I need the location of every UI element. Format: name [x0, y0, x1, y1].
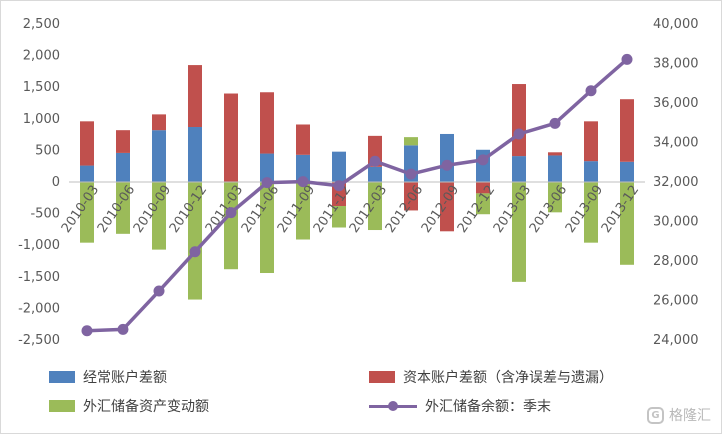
bar-series2-2012-03: [368, 182, 382, 231]
line-point-2010-03: [81, 325, 93, 337]
bar-series2-2013-06: [548, 182, 562, 213]
bar-series2-2011-06: [260, 182, 274, 274]
legend-item-reserve-change: 外汇储备资产变动额: [49, 396, 209, 416]
bar-series2-2010-12: [188, 182, 202, 300]
bar-series0-2010-06: [116, 152, 130, 182]
bar-series1-2013-12: [620, 99, 634, 162]
legend-label-current-account: 经常账户差额: [83, 370, 167, 386]
bar-series2-2013-09: [584, 182, 598, 243]
legend-item-current-account: 经常账户差额: [49, 367, 167, 387]
legend-item-capital-account: 资本账户差额（含净误差与遗漏）: [369, 367, 613, 387]
line-point-2010-12: [189, 246, 201, 258]
y-left-tick-label: 2,000: [23, 49, 60, 64]
bar-series1-2013-09: [584, 121, 598, 162]
bar-series2-2010-06: [116, 182, 130, 234]
watermark: G 格隆汇: [647, 405, 711, 425]
bar-series1-2013-06: [548, 152, 562, 156]
y-right-tick-label: 36,000: [653, 96, 699, 111]
y-left-tick-label: -1,000: [18, 238, 60, 253]
y-right-tick-label: 26,000: [653, 294, 699, 309]
bar-series0-2013-12: [620, 161, 634, 182]
bar-series0-2010-09: [152, 130, 166, 182]
bar-series1-2010-12: [188, 65, 202, 128]
y-left-tick-label: -2,000: [18, 301, 60, 316]
line-point-2011-12: [333, 180, 345, 192]
line-point-2012-09: [441, 159, 453, 171]
bar-series1-2010-09: [152, 114, 166, 131]
legend-swatch-reserve-change: [49, 400, 75, 412]
bar-series1-2012-06: [404, 182, 418, 211]
y-right-tick-label: 34,000: [653, 136, 699, 151]
bar-series2-2011-09: [296, 182, 310, 240]
line-point-2012-12: [477, 154, 489, 166]
line-point-2013-09: [585, 85, 597, 97]
line-point-2012-03: [369, 155, 381, 167]
legend-swatch-current-account: [49, 371, 75, 383]
bar-series2-2011-12: [332, 206, 346, 228]
legend-label-reserve-change: 外汇储备资产变动额: [83, 399, 209, 415]
legend-label-reserve-balance: 外汇储备余额：季末: [425, 399, 551, 415]
y-right-tick-label: 30,000: [653, 215, 699, 230]
bar-series0-2010-12: [188, 127, 202, 182]
y-right-tick-label: 24,000: [653, 333, 699, 348]
bar-series1-2010-03: [80, 121, 94, 166]
bar-series0-2011-09: [296, 154, 310, 182]
y-left-tick-label: 2,500: [23, 17, 60, 32]
bar-series2-2012-06: [404, 137, 418, 146]
watermark-text: 格隆汇: [669, 408, 711, 424]
legend-swatch-reserve-balance: [369, 400, 417, 412]
legend-swatch-capital-account: [369, 371, 395, 383]
line-point-2011-03: [225, 207, 237, 219]
bar-series1-2010-06: [116, 130, 130, 153]
y-right-tick-label: 28,000: [653, 254, 699, 269]
line-point-2013-12: [621, 53, 633, 65]
bar-series2-2013-12: [620, 182, 634, 265]
bar-series1-2013-03: [512, 84, 526, 157]
y-left-tick-label: 500: [35, 143, 60, 158]
line-point-2013-03: [513, 128, 525, 140]
line-point-2013-06: [549, 117, 561, 129]
bar-series2-2011-03: [224, 182, 238, 270]
line-point-2011-06: [261, 177, 273, 189]
bar-series2-2010-03: [80, 182, 94, 243]
legend-label-capital-account: 资本账户差额（含净误差与遗漏）: [403, 370, 613, 386]
y-right-tick-label: 40,000: [653, 17, 699, 32]
bar-series0-2011-06: [260, 153, 274, 182]
bar-series0-2013-09: [584, 161, 598, 182]
y-right-tick-label: 32,000: [653, 175, 699, 190]
bar-series1-2011-03: [224, 93, 238, 182]
y-left-tick-label: -1,500: [18, 270, 60, 285]
bar-series0-2012-03: [368, 166, 382, 182]
bar-series2-2012-12: [476, 193, 490, 215]
legend-item-reserve-balance: 外汇储备余额：季末: [369, 396, 551, 416]
bar-series0-2012-09: [440, 133, 454, 182]
line-point-2010-09: [153, 285, 165, 297]
bar-series0-2013-06: [548, 155, 562, 182]
bar-series0-2013-03: [512, 156, 526, 182]
line-point-2012-06: [405, 168, 417, 180]
bar-series2-2013-03: [512, 182, 526, 282]
line-point-2011-09: [297, 176, 309, 188]
bar-series1-2012-12: [476, 182, 490, 194]
y-left-tick-label: 0: [52, 175, 60, 190]
y-left-tick-label: -500: [30, 207, 60, 222]
y-left-tick-label: 1,500: [23, 80, 60, 95]
line-point-2010-06: [117, 323, 129, 335]
y-left-tick-label: 1,000: [23, 112, 60, 127]
bar-series1-2011-09: [296, 124, 310, 155]
line-reserve-balance: [86, 58, 629, 333]
bar-series2-2010-09: [152, 182, 166, 250]
bar-series0-2011-12: [332, 151, 346, 182]
y-right-tick-label: 38,000: [653, 57, 699, 72]
bar-series1-2012-09: [440, 182, 454, 232]
bar-series0-2010-03: [80, 165, 94, 182]
gelonghui-logo-icon: G: [647, 406, 664, 424]
y-left-tick-label: -2,500: [18, 333, 60, 348]
bar-series1-2011-06: [260, 92, 274, 154]
